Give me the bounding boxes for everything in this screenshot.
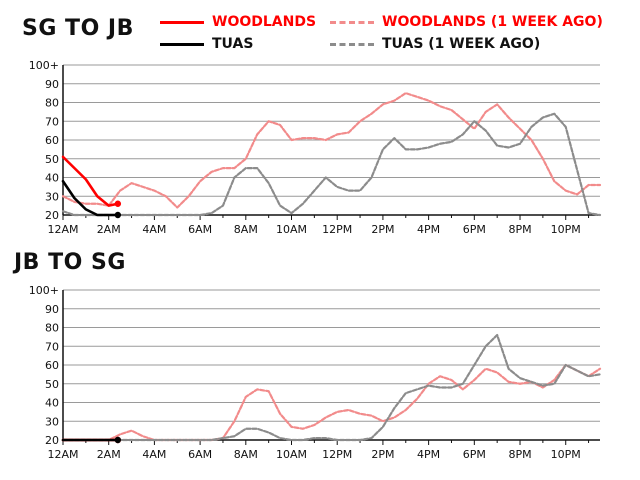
- legend-item-woodlands-prev[interactable]: WOODLANDS (1 WEEK AGO): [330, 12, 603, 32]
- y-tick-label: 20: [45, 434, 59, 447]
- series-end-point-tuas: [114, 211, 122, 219]
- x-tick-label: 10PM: [551, 448, 581, 461]
- x-tick-label: 6PM: [463, 448, 486, 461]
- x-tick-label: 6PM: [463, 223, 486, 236]
- series-line-tuas-prev: [61, 112, 602, 217]
- x-tick-label: 12AM: [47, 223, 78, 236]
- y-tick-label: 40: [45, 397, 59, 410]
- x-tick-label: 4PM: [417, 448, 440, 461]
- y-tick-label: 30: [45, 190, 59, 203]
- y-tick-label: 50: [45, 378, 59, 391]
- x-tick-label: 4AM: [142, 223, 166, 236]
- x-tick-label: 12PM: [322, 448, 352, 461]
- x-tick-label: 4PM: [417, 223, 440, 236]
- y-tick-label: 80: [45, 322, 59, 335]
- x-tick-label: 12AM: [47, 448, 78, 461]
- x-tick-label: 6AM: [188, 223, 212, 236]
- x-tick-label: 2PM: [371, 448, 394, 461]
- y-tick-label: 30: [45, 415, 59, 428]
- series-end-point-tuas: [114, 436, 122, 444]
- y-tick-label: 70: [45, 115, 59, 128]
- series-line-tuas: [61, 179, 120, 217]
- chart-title-sg-to-jb: SG TO JB: [22, 16, 134, 41]
- y-tick-label: 20: [45, 209, 59, 222]
- x-tick-label: 2PM: [371, 223, 394, 236]
- series-line-woodlands: [61, 155, 120, 207]
- x-tick-label: 12PM: [322, 223, 352, 236]
- x-tick-label: 6AM: [188, 448, 212, 461]
- x-tick-label: 8PM: [508, 448, 531, 461]
- x-tick-label: 10AM: [276, 223, 307, 236]
- x-tick-label: 10AM: [276, 448, 307, 461]
- x-tick-label: 2AM: [97, 448, 121, 461]
- y-tick-label: 40: [45, 172, 59, 185]
- chart-title-jb-to-sg: JB TO SG: [14, 250, 126, 275]
- y-tick-label: 60: [45, 359, 59, 372]
- y-tick-label: 80: [45, 97, 59, 110]
- series-line-woodlands-prev: [61, 92, 602, 209]
- legend-swatch-tuas: [160, 42, 204, 46]
- legend-swatch-woodlands: [160, 20, 204, 24]
- legend-label-woodlands: WOODLANDS: [212, 14, 317, 30]
- legend-item-woodlands[interactable]: WOODLANDS: [160, 12, 316, 32]
- y-tick-label: 70: [45, 340, 59, 353]
- y-tick-label: 100+: [29, 284, 59, 297]
- legend-label-tuas-prev: TUAS (1 WEEK AGO): [382, 36, 541, 52]
- legend-label-woodlands-prev: WOODLANDS (1 WEEK AGO): [382, 14, 603, 30]
- legend-label-tuas: TUAS: [212, 36, 254, 52]
- x-tick-label: 10PM: [551, 223, 581, 236]
- series-end-point-woodlands: [114, 200, 122, 207]
- y-tick-label: 100+: [29, 59, 59, 72]
- x-tick-label: 4AM: [142, 448, 166, 461]
- y-tick-label: 90: [45, 78, 59, 91]
- legend-item-tuas-prev[interactable]: TUAS (1 WEEK AGO): [330, 34, 540, 54]
- legend-item-tuas[interactable]: TUAS: [160, 34, 253, 54]
- x-tick-label: 2AM: [97, 223, 121, 236]
- x-tick-label: 8AM: [234, 448, 258, 461]
- x-tick-label: 8AM: [234, 223, 258, 236]
- chart-legend: WOODLANDS WOODLANDS (1 WEEK AGO) TUAS TU…: [160, 10, 620, 56]
- series-line-tuas-prev: [61, 333, 602, 442]
- y-tick-label: 50: [45, 153, 59, 166]
- y-tick-label: 60: [45, 134, 59, 147]
- legend-swatch-woodlands-prev: [330, 20, 374, 24]
- legend-swatch-tuas-prev: [330, 42, 374, 46]
- x-tick-label: 8PM: [508, 223, 531, 236]
- y-tick-label: 90: [45, 303, 59, 316]
